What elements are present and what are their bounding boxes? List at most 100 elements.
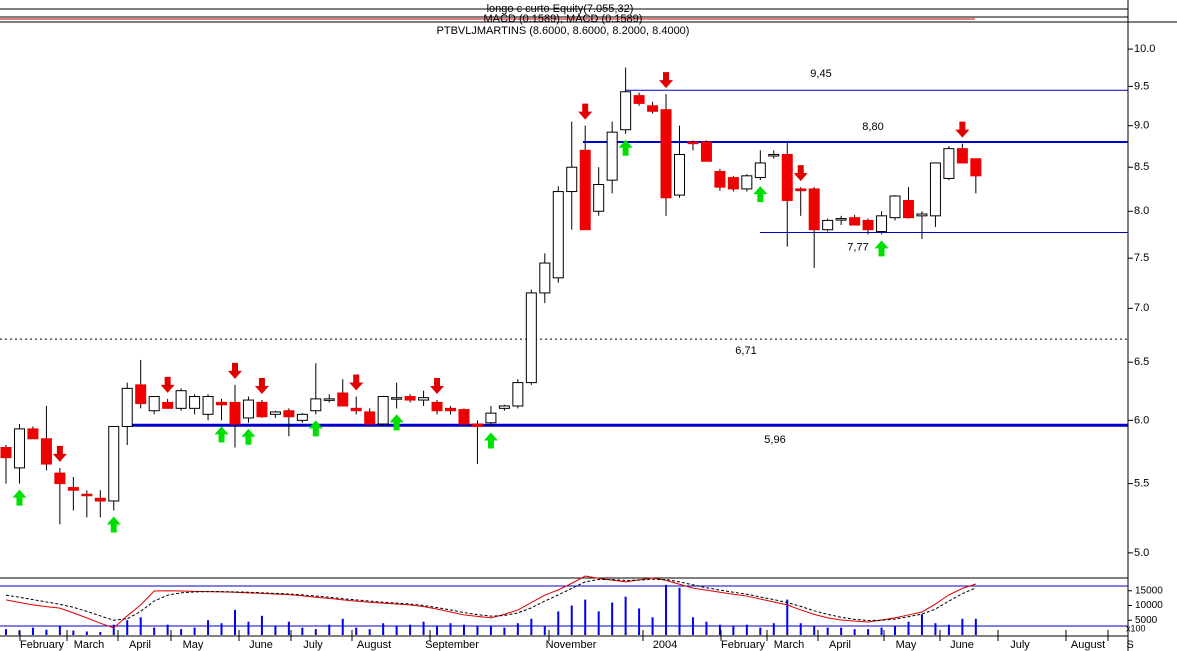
- buy-arrow: [12, 489, 27, 506]
- level-label: 5,96: [764, 434, 785, 446]
- sell-arrow: [254, 378, 269, 395]
- candle-body: [189, 396, 201, 409]
- y-tick-label: 5.0: [1134, 547, 1149, 559]
- candle-body: [539, 262, 551, 294]
- sell-arrow: [160, 376, 175, 393]
- candle-body: [121, 387, 133, 427]
- candle-body: [943, 148, 955, 179]
- buy-arrow: [308, 420, 323, 437]
- y-tick-label: 7.0: [1134, 302, 1149, 314]
- y-tick-label: 6.0: [1134, 414, 1149, 426]
- sell-arrow: [349, 374, 364, 391]
- candle-body: [754, 162, 766, 179]
- x-tick-label: February: [20, 639, 65, 651]
- candle-body: [700, 141, 712, 162]
- candle-body: [54, 472, 66, 485]
- y-tick-label: 6.5: [1134, 356, 1149, 368]
- x-tick-label: July: [303, 639, 323, 651]
- candle-body: [0, 447, 12, 459]
- x-tick-label: 2004: [653, 639, 677, 651]
- candle-body: [849, 217, 861, 226]
- sell-arrow: [578, 103, 593, 120]
- volume-tick-label: 10000: [1135, 600, 1163, 611]
- candle-body: [135, 384, 147, 405]
- y-tick-label: 5.5: [1134, 478, 1149, 490]
- candle-body: [94, 497, 106, 502]
- header-text: MACD (0.1589), MACD (0.1589): [484, 13, 643, 25]
- candle-body: [727, 177, 739, 190]
- x-tick-label: September: [425, 639, 479, 651]
- candle-body: [741, 175, 753, 190]
- candle-body: [889, 195, 901, 219]
- candle-body: [647, 105, 659, 112]
- y-tick-label: 8.5: [1134, 161, 1149, 173]
- candle-body: [40, 438, 52, 465]
- level-label: 7,77: [847, 241, 868, 253]
- candle-body: [970, 158, 982, 177]
- buy-arrow: [874, 240, 889, 257]
- sell-arrow: [793, 165, 808, 182]
- x-tick-label: April: [829, 639, 851, 651]
- candle-body: [916, 213, 928, 217]
- candle-body: [579, 149, 591, 231]
- buy-arrow: [241, 428, 256, 445]
- candle-body: [13, 428, 25, 469]
- buy-arrow: [753, 186, 768, 203]
- candle-body: [310, 398, 322, 412]
- y-tick-label: 9.5: [1134, 80, 1149, 92]
- candle-body: [498, 405, 510, 409]
- volume-unit: x100: [1126, 623, 1146, 633]
- candle-body: [876, 215, 888, 233]
- x-tick-label: May: [183, 639, 204, 651]
- candle-body: [242, 399, 254, 419]
- buy-arrow: [106, 516, 121, 533]
- x-tick-label: June: [950, 639, 974, 651]
- candle-body: [795, 188, 807, 192]
- candle-body: [256, 401, 268, 418]
- x-tick-label: November: [546, 639, 597, 651]
- candle-body: [364, 411, 376, 425]
- candle-body: [269, 411, 281, 415]
- x-tick-label: March: [774, 639, 805, 651]
- candle-body: [431, 401, 443, 412]
- header-text: longo c curto Equity(7.055,32): [487, 3, 634, 15]
- oscillator-line: [5, 575, 976, 629]
- sell-arrow: [430, 378, 445, 395]
- buy-arrow: [389, 414, 404, 431]
- candle-body: [525, 292, 537, 384]
- y-tick-label: 8.0: [1134, 205, 1149, 217]
- candle-body: [674, 154, 685, 196]
- candle-body: [768, 154, 780, 157]
- x-tick-label: August: [1071, 639, 1105, 651]
- volume-tick-label: 5000: [1135, 615, 1158, 626]
- x-tick-label: S: [1126, 639, 1133, 651]
- y-tick-label: 7.5: [1134, 252, 1149, 264]
- candle-body: [862, 219, 874, 231]
- candle-body: [929, 162, 941, 217]
- candle-body: [81, 493, 93, 497]
- candle-body: [512, 382, 524, 407]
- x-tick-label: March: [74, 639, 105, 651]
- candle-body: [485, 412, 497, 424]
- y-tick-label: 9.0: [1134, 120, 1149, 132]
- candle-body: [148, 396, 160, 412]
- sell-arrow: [227, 362, 242, 379]
- buy-arrow: [214, 426, 229, 443]
- oscillator-line: [5, 578, 977, 622]
- candle-body: [822, 219, 834, 231]
- candle-body: [229, 401, 241, 425]
- candle-body: [296, 413, 308, 421]
- candle-body: [27, 428, 39, 440]
- buy-arrow: [618, 139, 633, 156]
- candle-body: [323, 398, 335, 401]
- candle-body: [781, 154, 793, 201]
- candle-body: [808, 188, 820, 231]
- candle-body: [216, 401, 228, 406]
- candle-body: [902, 199, 914, 219]
- buy-arrow: [483, 432, 498, 449]
- x-tick-label: June: [249, 639, 273, 651]
- candle-body: [552, 191, 564, 279]
- level-label: 6,71: [735, 345, 756, 357]
- x-tick-label: July: [1010, 639, 1030, 651]
